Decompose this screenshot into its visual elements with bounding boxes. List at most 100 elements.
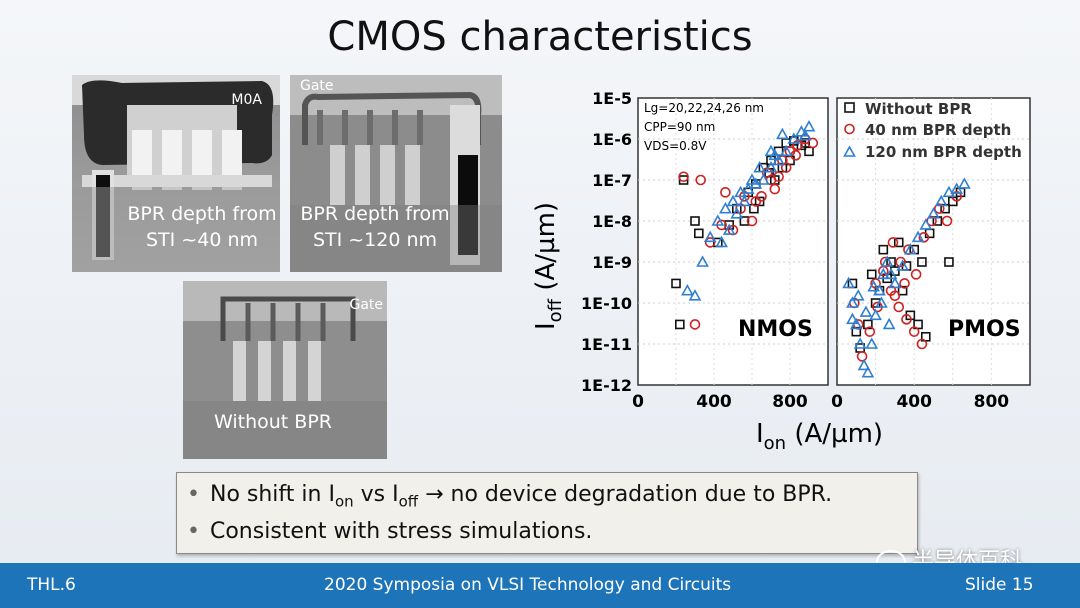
data-point-square bbox=[690, 216, 700, 226]
data-point-circle bbox=[769, 183, 781, 195]
data-point-triangle bbox=[876, 267, 890, 280]
data-point-circle bbox=[899, 278, 910, 289]
nmos-plot-area bbox=[637, 97, 829, 386]
image-caption-40nm-line1: BPR depth from bbox=[127, 203, 277, 225]
data-point-triangle bbox=[942, 185, 956, 198]
data-point-circle bbox=[780, 162, 792, 173]
data-point-triangle bbox=[927, 207, 940, 219]
data-point-triangle bbox=[857, 358, 871, 371]
data-point-square bbox=[944, 257, 954, 267]
x-tick-label: 800 bbox=[772, 392, 808, 412]
data-point-circle bbox=[689, 319, 701, 330]
y-tick-label: 1E-6 bbox=[592, 130, 632, 149]
bullet-2-text: Consistent with stress simulations. bbox=[209, 519, 593, 544]
data-point-triangle bbox=[853, 337, 867, 349]
ion-ioff-chart: 1E-5 1E-6 1E-7 1E-8 1E-9 1E-10 1E-11 1E-12 0 400… bbox=[531, 89, 1031, 454]
x-tick-label: 400 bbox=[696, 392, 732, 412]
x-tick-label: 800 bbox=[974, 392, 1010, 412]
legend-triangle-marker bbox=[843, 145, 856, 157]
image-caption-120nm: BPR depth from STI ~120 nm bbox=[290, 201, 460, 253]
chart-points bbox=[671, 120, 971, 378]
data-point-triangle bbox=[711, 214, 725, 226]
data-point-triangle bbox=[842, 276, 855, 289]
data-point-circle bbox=[887, 237, 899, 248]
data-point-circle bbox=[864, 326, 876, 337]
tem-image-40nm: M0A BPR depth from STI ~40 nm bbox=[72, 75, 280, 272]
legend-circle-marker bbox=[844, 123, 855, 135]
image-tag-m0a: M0A bbox=[231, 92, 262, 108]
y-tick-label: 1E-9 bbox=[592, 253, 632, 272]
footer-session-id: THL.6 bbox=[27, 575, 76, 595]
data-point-circle bbox=[870, 278, 881, 289]
tem-image-120nm: Gate BPR depth from STI ~120 nm bbox=[290, 75, 502, 272]
data-point-circle bbox=[908, 326, 920, 337]
data-point-triangle bbox=[861, 366, 875, 378]
data-point-square bbox=[866, 269, 877, 280]
image-tag-gate-bottom: Gate bbox=[349, 297, 383, 313]
data-point-triangle bbox=[875, 296, 888, 308]
annotation-vds: VDS=0.8V bbox=[644, 139, 707, 153]
data-point-triangle bbox=[726, 194, 740, 207]
data-point-circle bbox=[941, 215, 953, 227]
data-point-square bbox=[863, 319, 873, 330]
x-tick-label: 0 bbox=[831, 392, 843, 412]
data-point-triangle bbox=[869, 308, 882, 321]
data-point-triangle bbox=[798, 129, 812, 141]
legend-item-without-bpr: Without BPR bbox=[865, 100, 972, 118]
pmos-plot-area bbox=[836, 97, 1031, 386]
pmos-label: PMOS bbox=[948, 317, 1021, 342]
data-point-triangle bbox=[730, 207, 744, 219]
data-point-triangle bbox=[880, 255, 894, 267]
bullet-1-dot: • bbox=[187, 482, 200, 507]
data-point-circle bbox=[750, 196, 762, 207]
data-point-circle bbox=[910, 269, 922, 280]
data-point-circle bbox=[678, 171, 689, 183]
footer-bar: THL.6 2020 Symposia on VLSI Technology a… bbox=[0, 563, 1080, 608]
y-tick-label: 1E-5 bbox=[592, 89, 632, 108]
data-point-triangle bbox=[722, 223, 736, 235]
image-caption-40nm-line2: STI ~40 nm bbox=[146, 229, 258, 251]
image-tag-gate-top: Gate bbox=[300, 78, 334, 94]
bullet-1: • No shift in Ion vs Ioff → no device deg… bbox=[187, 482, 832, 510]
data-point-triangle bbox=[903, 243, 917, 255]
data-point-square bbox=[754, 196, 765, 207]
data-point-square bbox=[739, 216, 750, 226]
bullet-1-pre: No shift in I bbox=[209, 482, 335, 507]
data-point-circle bbox=[933, 203, 945, 214]
footer-conference: 2020 Symposia on VLSI Technology and Cir… bbox=[324, 575, 732, 595]
data-point-triangle bbox=[802, 120, 816, 132]
image-caption-120nm-line2: STI ~120 nm bbox=[312, 229, 438, 251]
footer-slide-number: Slide 15 bbox=[965, 575, 1034, 595]
data-point-triangle bbox=[865, 337, 879, 349]
data-point-triangle bbox=[703, 230, 717, 243]
nmos-label: NMOS bbox=[738, 317, 813, 342]
x-tick-label: 400 bbox=[896, 392, 932, 412]
slide-title: CMOS characteristics bbox=[327, 14, 753, 60]
data-point-triangle bbox=[768, 148, 782, 161]
data-point-square bbox=[897, 285, 908, 296]
legend-item-120nm: 120 nm BPR depth bbox=[865, 143, 1022, 161]
bullet-1-post: → no device degradation due to BPR. bbox=[418, 482, 833, 507]
data-point-square bbox=[671, 278, 681, 289]
annotation-lg: Lg=20,22,24,26 nm bbox=[644, 101, 764, 115]
legend-square-marker bbox=[844, 102, 855, 113]
data-point-triangle bbox=[787, 132, 801, 144]
image-caption-120nm-line1: BPR depth from bbox=[300, 203, 450, 225]
data-point-triangle bbox=[911, 230, 925, 243]
y-tick-label: 1E-12 bbox=[581, 376, 632, 395]
y-tick-label: 1E-7 bbox=[592, 171, 632, 190]
data-point-circle bbox=[916, 338, 928, 350]
data-point-circle bbox=[704, 237, 716, 248]
data-point-triangle bbox=[745, 173, 759, 185]
tem-image-without-bpr-graphic bbox=[183, 281, 387, 459]
data-point-square bbox=[893, 237, 904, 248]
bullet-2: • Consistent with stress simulations. bbox=[187, 519, 592, 544]
annotation-cpp: CPP=90 nm bbox=[644, 120, 715, 134]
data-point-circle bbox=[901, 314, 912, 325]
data-point-triangle bbox=[719, 202, 732, 214]
data-point-triangle bbox=[776, 127, 789, 140]
data-point-triangle bbox=[846, 296, 859, 308]
data-point-triangle bbox=[896, 259, 909, 271]
data-point-circle bbox=[893, 301, 905, 313]
data-point-triangle bbox=[738, 194, 751, 207]
